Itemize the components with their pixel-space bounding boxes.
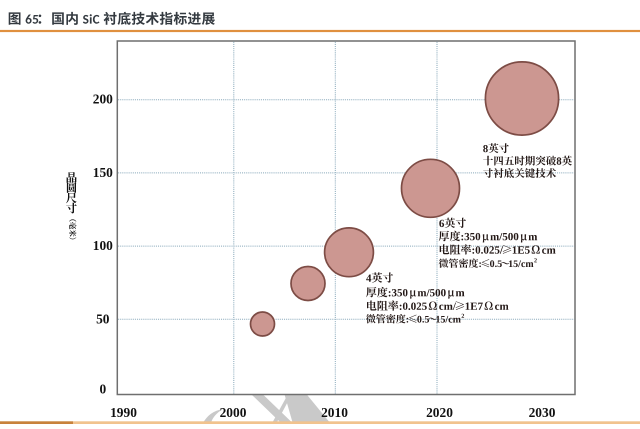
svg-text:50: 50 bbox=[96, 311, 110, 326]
svg-text:150: 150 bbox=[93, 165, 113, 180]
svg-text:2030: 2030 bbox=[529, 405, 556, 420]
svg-text:2020: 2020 bbox=[426, 405, 453, 420]
svg-text:2000: 2000 bbox=[220, 405, 247, 420]
svg-text:0: 0 bbox=[99, 381, 106, 396]
svg-text:2010: 2010 bbox=[321, 405, 348, 420]
svg-text:1990: 1990 bbox=[110, 405, 137, 420]
svg-text:200: 200 bbox=[93, 92, 113, 107]
svg-text:100: 100 bbox=[93, 238, 113, 253]
